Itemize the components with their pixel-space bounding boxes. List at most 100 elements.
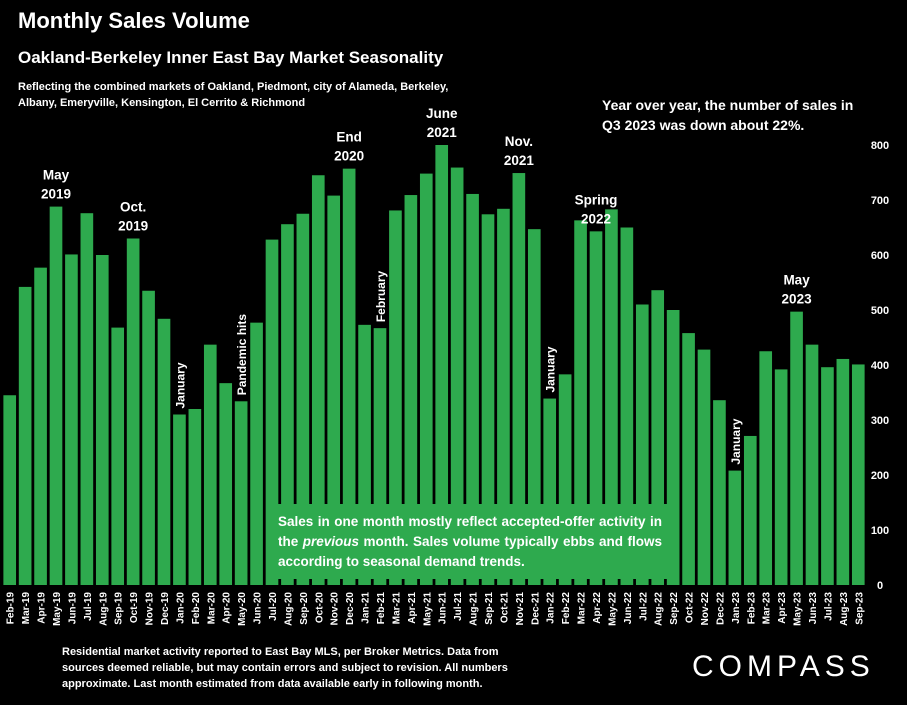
x-tick-label: Aug-20 (283, 592, 294, 626)
bar-Jan-23 (728, 470, 742, 585)
y-tick-label: 0 (877, 580, 883, 592)
bar-Sep-19 (111, 327, 125, 585)
bar-Jul-19 (80, 213, 94, 585)
bar-Apr-23 (774, 369, 788, 585)
x-tick-label: Jun-20 (253, 592, 264, 625)
x-tick-label: Nov-20 (330, 592, 341, 626)
bar-Nov-20 (327, 195, 341, 585)
bar-Jul-20 (265, 239, 279, 585)
annotation-label: May 2023 (782, 273, 813, 307)
bar-Dec-22 (713, 400, 726, 585)
bar-Oct-22 (682, 333, 695, 585)
callout-box: Sales in one month mostly reflect accept… (268, 504, 672, 579)
annotation-label: Oct. 2019 (118, 200, 148, 234)
yoy-note: Year over year, the number of sales in Q… (602, 97, 854, 133)
bar-Dec-21 (527, 229, 541, 585)
bar-Feb-23 (743, 435, 757, 585)
x-tick-label: Oct-21 (499, 592, 510, 624)
bar-May-22 (605, 209, 618, 585)
x-tick-label: May-19 (52, 592, 63, 626)
x-tick-label: Mar-19 (21, 592, 32, 625)
x-tick-label: Mar-20 (206, 592, 217, 625)
x-tick-label: Sep-20 (299, 592, 310, 625)
x-tick-label: Apr-21 (407, 592, 418, 624)
bar-Mar-22 (574, 220, 587, 585)
bar-May-23 (790, 311, 803, 585)
bar-Dec-19 (157, 318, 171, 585)
annotation-label: May 2019 (41, 168, 71, 202)
bar-Mar-19 (18, 286, 32, 585)
y-tick-label: 200 (871, 470, 889, 482)
bar-May-21 (419, 173, 433, 585)
x-tick-label: Jul-19 (83, 592, 94, 621)
x-tick-label: Sep-19 (114, 592, 125, 625)
x-tick-label: Feb-21 (376, 592, 387, 625)
bar-Oct-19 (126, 238, 140, 585)
bar-Jun-19 (65, 254, 78, 585)
bar-Aug-19 (95, 255, 109, 585)
bar-Nov-21 (512, 173, 526, 586)
x-tick-label: Apr-23 (777, 592, 788, 624)
bar-Aug-20 (281, 224, 294, 585)
x-tick-label: Apr-22 (592, 592, 603, 624)
bar-Jan-20 (173, 414, 186, 585)
x-tick-label: Feb-22 (561, 592, 572, 625)
annotation-label: June 2021 (426, 106, 458, 140)
x-tick-label: May-20 (237, 592, 248, 626)
bar-Aug-21 (466, 193, 479, 585)
callout-text-before: Sales in one month mostly reflect accept… (278, 514, 662, 549)
x-tick-label: Sep-22 (669, 592, 680, 625)
bar-Apr-21 (404, 195, 418, 586)
chart-subtitle: Oakland-Berkeley Inner East Bay Market S… (18, 48, 444, 67)
x-tick-label: Mar-22 (577, 592, 588, 625)
x-tick-label: Jul-20 (268, 592, 279, 621)
bar-Dec-20 (342, 168, 356, 585)
x-tick-label: Aug-22 (654, 592, 665, 626)
x-tick-label: Aug-21 (469, 592, 480, 626)
bar-Mar-21 (389, 210, 402, 585)
bar-May-19 (49, 206, 63, 585)
y-tick-label: 600 (871, 250, 889, 262)
x-tick-label: Apr-20 (222, 592, 233, 624)
x-tick-label: Sep-21 (484, 592, 495, 625)
x-tick-label: Jan-21 (361, 592, 372, 624)
x-tick-label: Nov-21 (515, 592, 526, 626)
bar-Jun-23 (805, 344, 819, 585)
bar-Nov-22 (697, 349, 711, 585)
bar-Sep-21 (481, 214, 495, 586)
annotation-label: Spring 2022 (575, 192, 618, 226)
x-tick-label: Oct-20 (314, 592, 325, 624)
y-tick-label: 100 (871, 525, 889, 537)
callout-text-emphasis: previous (302, 534, 360, 549)
chart-description: Reflecting the combined markets of Oakla… (18, 81, 449, 109)
y-tick-label: 400 (871, 360, 889, 372)
y-tick-label: 800 (871, 140, 889, 152)
x-tick-label: Aug-23 (839, 592, 850, 626)
annotation-label: Pandemic hits (235, 314, 249, 396)
bar-Sep-20 (296, 213, 310, 585)
x-tick-label: Dec-19 (160, 592, 171, 625)
x-tick-label: Jun-23 (808, 592, 819, 625)
x-tick-label: Jul-23 (823, 592, 834, 621)
x-tick-label: Sep-23 (854, 592, 865, 625)
x-tick-label: Dec-20 (345, 592, 356, 625)
bar-Jun-20 (250, 322, 263, 585)
bar-Jul-23 (821, 367, 834, 585)
bar-Apr-19 (34, 267, 47, 585)
x-tick-label: Dec-21 (530, 592, 541, 625)
callout-text-after: month. Sales volume typically ebbs and f… (278, 534, 662, 569)
annotation-label: January (729, 418, 743, 464)
bar-Jun-21 (435, 145, 449, 585)
x-tick-label: Jun-22 (623, 592, 634, 625)
x-tick-label: Feb-19 (6, 592, 17, 625)
x-tick-label: Mar-21 (391, 592, 402, 625)
x-tick-label: Nov-22 (700, 592, 711, 626)
x-tick-label: Aug-19 (98, 592, 109, 626)
y-tick-label: 300 (871, 415, 889, 427)
bar-Nov-19 (142, 290, 155, 585)
bar-Sep-23 (851, 364, 865, 585)
annotation-label: End 2020 (334, 130, 364, 164)
bar-Feb-20 (188, 409, 202, 585)
x-tick-label: Feb-23 (746, 592, 757, 625)
